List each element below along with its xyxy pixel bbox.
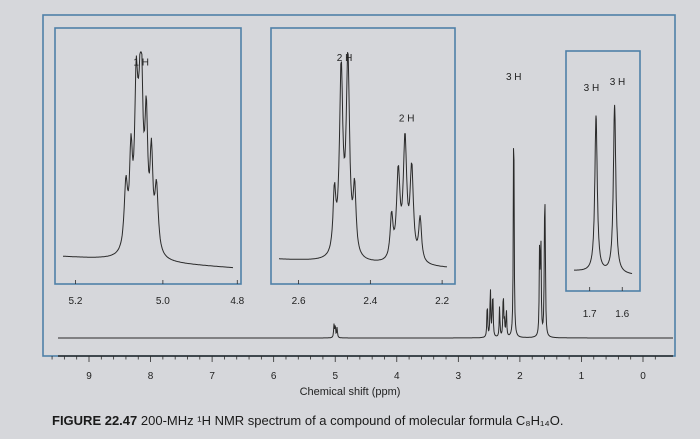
inset-tick-label: 1.6 [615,309,629,320]
inset-integration-label: 3 H [610,77,626,88]
figure-caption: FIGURE 22.47 200-MHz ¹H NMR spectrum of … [52,413,563,428]
inset-tick-label: 2.6 [292,296,306,307]
spectrum-trace [58,148,673,339]
x-tick-label: 8 [148,371,154,382]
inset-tick-label: 1.7 [583,309,597,320]
inset-2ppm: 2 H 2 H 2.6 2.4 2.2 [270,27,456,307]
x-tick-label: 6 [271,371,277,382]
x-tick-label: 4 [394,371,400,382]
x-tick-label: 3 [456,371,462,382]
inset-1ppm: 3 H 3 H 1.7 1.6 [565,50,641,320]
x-tick-label: 5 [332,371,338,382]
inset-trace [574,104,633,275]
inset-trace [279,52,448,268]
inset-5ppm: 1 H 5.2 5.0 4.8 [54,27,245,307]
integration-label-3h: 3 H [506,72,522,83]
caption-text: 200-MHz ¹H NMR spectrum of a compound of… [140,413,564,428]
inset-tick-label: 2.4 [363,296,377,307]
inset-integration-label: 1 H [133,57,149,68]
inset-tick-label: 4.8 [230,296,244,307]
inset-trace [63,51,233,269]
x-tick-label: 9 [86,371,92,382]
inset-frame [270,27,456,285]
x-tick-label: 0 [640,371,646,382]
inset-integration-label: 2 H [399,113,415,124]
inset-integration-label: 3 H [584,83,600,94]
x-tick-label: 2 [517,371,523,382]
x-tick-label: 1 [579,371,585,382]
x-axis-label: Chemical shift (ppm) [299,386,401,398]
inset-frame [565,50,641,292]
inset-tick-label: 2.2 [435,296,449,307]
inset-integration-label: 2 H [337,53,353,64]
x-tick-label: 7 [209,371,215,382]
inset-frame [54,27,242,285]
figure-number: FIGURE 22.47 [52,413,138,428]
inset-tick-label: 5.0 [156,296,170,307]
inset-tick-label: 5.2 [69,296,83,307]
